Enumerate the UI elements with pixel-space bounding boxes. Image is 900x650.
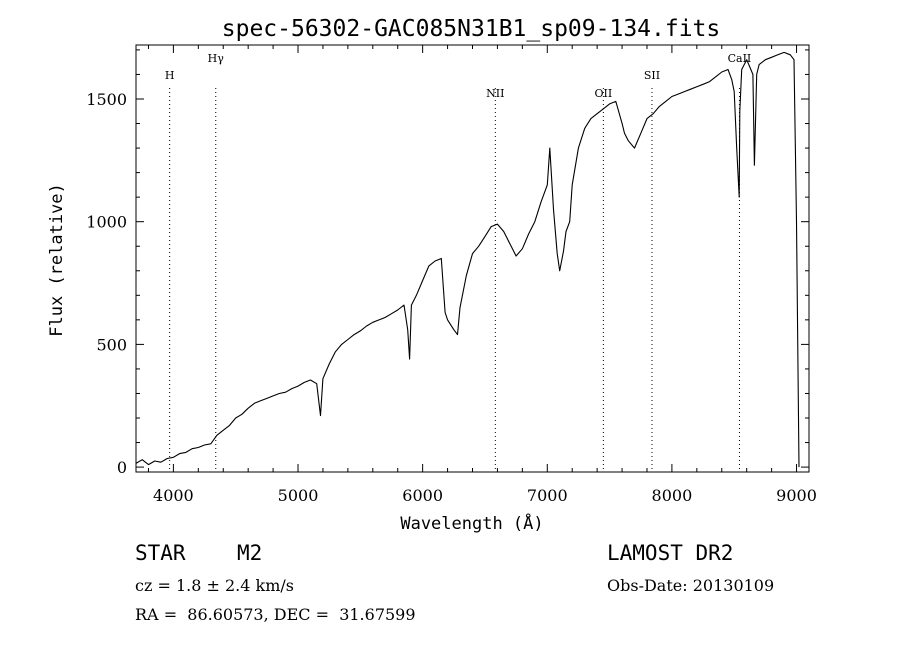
object-class: STAR	[135, 541, 186, 565]
object-subclass: M2	[237, 541, 263, 565]
spectral-line-label-4: SII	[644, 69, 660, 82]
spectral-line-label-1: Hγ	[208, 52, 225, 65]
coordinates: RA = 86.60573, DEC = 31.67599	[135, 605, 416, 624]
spectral-line-label-3: OII	[595, 87, 613, 100]
y-axis-label: Flux (relative)	[47, 183, 67, 337]
x-tick-label-4: 8000	[652, 486, 693, 505]
x-axis: 4000 5000 6000 7000 8000 9000	[147, 45, 817, 505]
y-axis: 0 500 1000 1500	[86, 49, 809, 477]
x-tick-label-1: 5000	[278, 486, 319, 505]
y-tick-label-1: 500	[96, 335, 127, 354]
x-tick-label-5: 9000	[776, 486, 817, 505]
flux-series-line	[135, 51, 800, 468]
y-tick-label-0: 0	[117, 458, 127, 477]
x-axis-label: Wavelength (Å)	[400, 512, 543, 534]
x-tick-label-3: 7000	[527, 486, 568, 505]
survey-name: LAMOST DR2	[607, 541, 734, 565]
plot-frame	[135, 44, 810, 473]
y-tick-label-3: 1500	[86, 90, 127, 109]
redshift-velocity: cz = 1.8 ± 2.4 km/s	[135, 576, 294, 595]
observation-date: Obs-Date: 20130109	[607, 576, 775, 595]
x-tick-label-0: 4000	[153, 486, 194, 505]
x-tick-label-2: 6000	[402, 486, 443, 505]
spectral-line-label-0: H	[165, 69, 175, 82]
spectral-line-label-2: NII	[486, 87, 504, 100]
y-tick-label-2: 1000	[86, 213, 127, 232]
chart-title: spec-56302-GAC085N31B1_sp09-134.fits	[222, 16, 721, 42]
